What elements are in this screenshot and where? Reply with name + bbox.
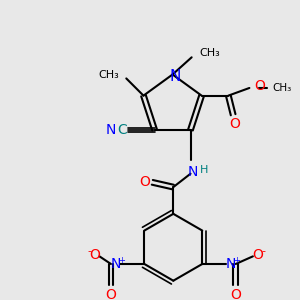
Text: O: O bbox=[252, 248, 263, 262]
Text: C: C bbox=[117, 123, 127, 137]
Text: O: O bbox=[106, 288, 116, 300]
Text: CH₃: CH₃ bbox=[98, 70, 118, 80]
Text: N: N bbox=[106, 123, 116, 137]
Text: O: O bbox=[230, 117, 241, 131]
Text: CH₃: CH₃ bbox=[272, 83, 292, 93]
Text: N: N bbox=[187, 165, 198, 179]
Text: O: O bbox=[254, 79, 265, 93]
Text: O: O bbox=[89, 248, 100, 262]
Text: -: - bbox=[261, 246, 266, 256]
Text: N: N bbox=[170, 69, 181, 84]
Text: H: H bbox=[200, 165, 208, 175]
Text: N: N bbox=[110, 257, 121, 271]
Text: +: + bbox=[233, 256, 240, 265]
Text: N: N bbox=[226, 257, 236, 271]
Text: O: O bbox=[139, 175, 150, 189]
Text: -: - bbox=[87, 246, 91, 256]
Text: O: O bbox=[230, 288, 241, 300]
Text: +: + bbox=[118, 256, 125, 265]
Text: CH₃: CH₃ bbox=[199, 49, 220, 58]
